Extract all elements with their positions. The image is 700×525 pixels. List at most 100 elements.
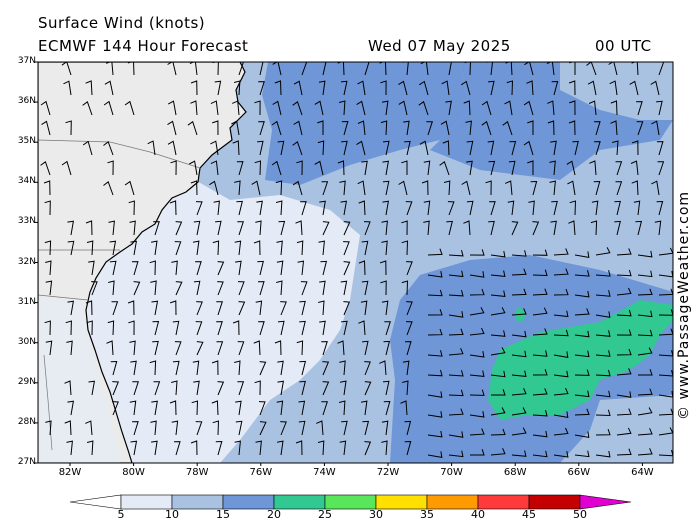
wind-barb [236, 200, 243, 216]
wind-barb [295, 440, 303, 456]
wind-barb [337, 160, 345, 176]
wind-barb [595, 450, 611, 458]
wind-barb [45, 340, 53, 356]
wind-barb [192, 360, 200, 376]
wind-barb [553, 387, 569, 396]
wind-barb [551, 80, 559, 96]
wind-barb [550, 140, 557, 156]
wind-barb [150, 280, 157, 296]
wind-barb [532, 409, 548, 417]
wind-barb [553, 351, 569, 359]
colorbar-value: 45 [522, 508, 536, 521]
wind-barb [341, 320, 348, 336]
wind-barb [88, 260, 95, 276]
wind-barb [427, 391, 443, 398]
wind-barb [637, 288, 653, 296]
wind-barb [488, 160, 496, 176]
wind-barb [526, 80, 534, 96]
lon-label: 80W [122, 467, 145, 478]
wind-barb [356, 140, 366, 156]
wind-barb [362, 340, 369, 356]
wind-barb [187, 120, 198, 136]
wind-barb [381, 420, 389, 436]
wind-barb [124, 100, 135, 116]
wind-barb [511, 221, 519, 236]
colorbar-min-arrow [69, 494, 122, 510]
wind-barb [109, 260, 117, 276]
wind-barb [292, 140, 303, 156]
state-borders [38, 139, 201, 451]
wind-barb [314, 100, 324, 116]
wind-barb [339, 440, 347, 456]
wind-barb [532, 269, 548, 277]
wind-barb [339, 360, 346, 376]
lat-label: 28N [17, 416, 36, 427]
wind-barb [633, 200, 641, 216]
wind-barb [383, 340, 391, 356]
wind-barb [637, 329, 653, 337]
wind-barb [214, 80, 222, 96]
wind-barb [381, 300, 389, 316]
wind-barb [615, 181, 623, 196]
wind-barb [193, 280, 201, 296]
wind-barb [319, 200, 326, 216]
wind-barb [210, 140, 219, 156]
wind-barb [553, 451, 569, 458]
wind-barb [216, 321, 223, 336]
wind-barb [404, 440, 412, 456]
wind-barb [469, 249, 485, 256]
wind-barb [553, 310, 569, 318]
wind-barb [149, 260, 156, 276]
wind-barb [293, 120, 303, 136]
wind-barb [85, 300, 93, 316]
wind-barb [343, 241, 350, 256]
wind-barb [553, 288, 569, 296]
wind-barb [637, 347, 653, 356]
lon-label: 78W [185, 467, 209, 478]
lat-label: 35N [17, 136, 36, 147]
wind-barb [215, 220, 222, 236]
wind-barb [318, 300, 325, 316]
wind-barb [490, 250, 506, 258]
wind-barb [523, 140, 534, 156]
wind-barb [274, 80, 282, 96]
wind-barb [172, 360, 180, 376]
lat-label: 30N [17, 336, 36, 347]
wind-barb [356, 100, 366, 116]
wind-barb [172, 320, 180, 336]
wind-barb [151, 440, 158, 456]
wind-barb [193, 220, 201, 236]
wind-barb [132, 381, 139, 396]
wind-barb [276, 260, 284, 276]
wind-barb [574, 431, 590, 439]
wind-barb [317, 120, 324, 135]
wind-barb [41, 120, 51, 136]
wind-barb [568, 120, 576, 136]
wind-barb [511, 268, 527, 276]
wind-barb [129, 400, 137, 416]
wind-barb [360, 400, 368, 416]
wind-barb [151, 300, 159, 316]
land-interior [38, 300, 120, 463]
wind-barb [658, 350, 673, 357]
wind-barb [616, 248, 632, 256]
wind-barb [490, 370, 506, 378]
wind-barb [616, 427, 632, 436]
wind-barb [654, 220, 662, 236]
wind-barb [237, 221, 244, 236]
wind-barb [108, 220, 115, 236]
wind-barb [586, 62, 597, 76]
wind-barb [254, 160, 262, 176]
wind-barb [631, 140, 639, 156]
wind-barb [361, 240, 369, 256]
wind-barb [276, 240, 283, 256]
wind-barb [418, 100, 429, 116]
wind-barb [190, 100, 198, 116]
wind-barb [85, 220, 93, 236]
wind-barb [299, 380, 306, 396]
wind-barb [195, 201, 203, 216]
wind-barb [595, 247, 611, 256]
wind-barb [167, 62, 177, 76]
wind-barb [595, 369, 611, 377]
wind-barb [45, 260, 52, 276]
